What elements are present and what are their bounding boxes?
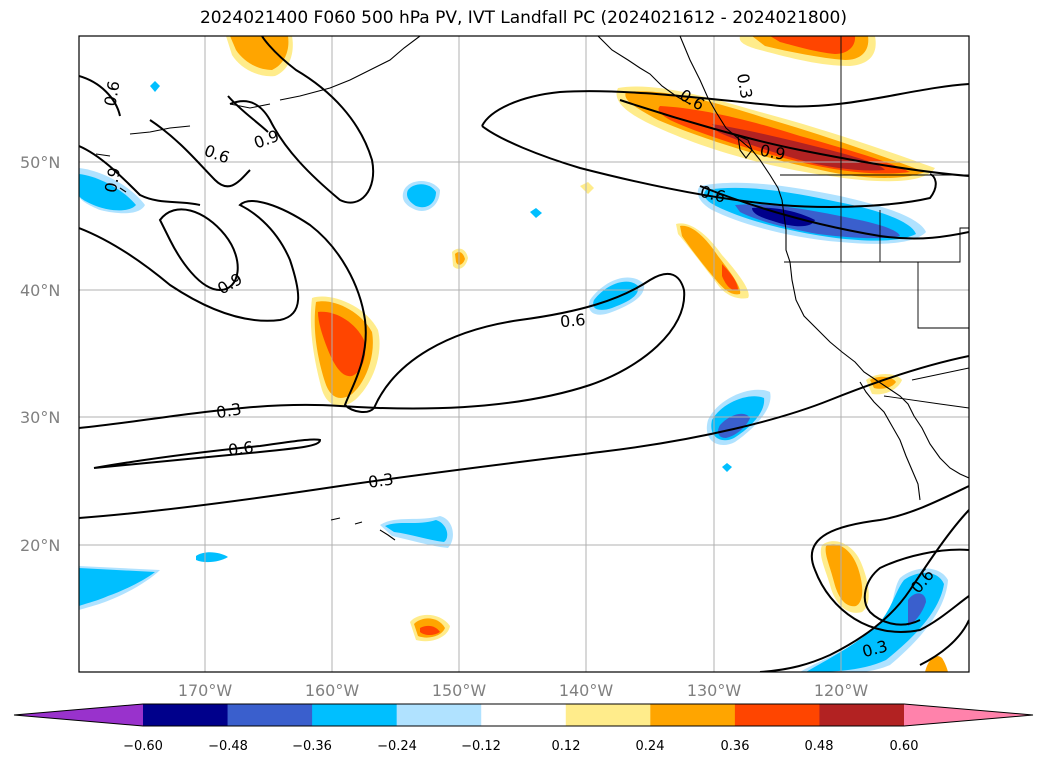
- contour-label: 0.3: [733, 72, 756, 100]
- lon-label: 140°W: [559, 681, 614, 700]
- lat-label: 30°N: [20, 408, 60, 427]
- lon-label: 120°W: [814, 681, 869, 700]
- colorbar-labels: −0.60 −0.48 −0.36 −0.24 −0.12 0.12 0.24 …: [123, 739, 918, 754]
- political-borders: [780, 36, 969, 409]
- latitude-labels: 50°N 40°N 30°N 20°N: [20, 153, 60, 555]
- contour-label: 0.3: [367, 469, 395, 491]
- colorbar-tick-label: −0.60: [123, 739, 163, 754]
- lon-label: 160°W: [305, 681, 360, 700]
- lon-label: 150°W: [432, 681, 487, 700]
- colorbar-segment: [650, 704, 736, 726]
- longitude-labels: 170°W 160°W 150°W 140°W 130°W 120°W: [178, 681, 869, 700]
- contour-label: 0.6: [100, 79, 123, 107]
- colorbar-tick-label: 0.60: [890, 739, 919, 754]
- lon-label: 130°W: [687, 681, 742, 700]
- contour-label: 0.6: [559, 310, 586, 331]
- colorbar-extend-max: [904, 704, 1033, 726]
- colorbar-segment: [227, 704, 313, 726]
- contour-label: 0.9: [758, 141, 786, 164]
- map-frame: [78, 35, 970, 673]
- colorbar-extend-min: [14, 704, 143, 726]
- lon-label: 170°W: [178, 681, 233, 700]
- colorbar-tick-label: 0.24: [636, 739, 665, 754]
- colorbar-segment: [143, 704, 229, 726]
- ivt-shading: [79, 36, 948, 672]
- colorbar-outline: [13, 703, 1034, 727]
- lat-label: 50°N: [20, 153, 60, 172]
- coastlines: [95, 36, 969, 541]
- contour-label: 0.9: [101, 166, 124, 194]
- map-title: 2024021400 F060 500 hPa PV, IVT Landfall…: [199, 8, 847, 28]
- colorbar-tick-label: −0.12: [461, 739, 501, 754]
- colorbar-tick-label: 0.12: [552, 739, 581, 754]
- colorbar-segment: [819, 704, 905, 726]
- colorbar-tick-label: −0.48: [208, 739, 248, 754]
- contour-label: 0.6: [227, 437, 255, 459]
- colorbar-segment: [396, 704, 482, 726]
- lat-label: 20°N: [20, 536, 60, 555]
- lat-label: 40°N: [20, 281, 60, 300]
- colorbar-segment: [565, 704, 651, 726]
- colorbar-segment: [481, 704, 567, 726]
- colorbar-tick-label: −0.24: [377, 739, 417, 754]
- colorbar: [13, 703, 1034, 727]
- colorbar-segment: [734, 704, 820, 726]
- colorbar-tick-label: 0.48: [805, 739, 834, 754]
- colorbar-tick-label: −0.36: [292, 739, 332, 754]
- colorbar-segment: [312, 704, 398, 726]
- contour-label: 0.3: [215, 399, 243, 422]
- graticule: [79, 36, 969, 672]
- colorbar-tick-label: 0.36: [721, 739, 750, 754]
- pv-contours: [79, 36, 969, 672]
